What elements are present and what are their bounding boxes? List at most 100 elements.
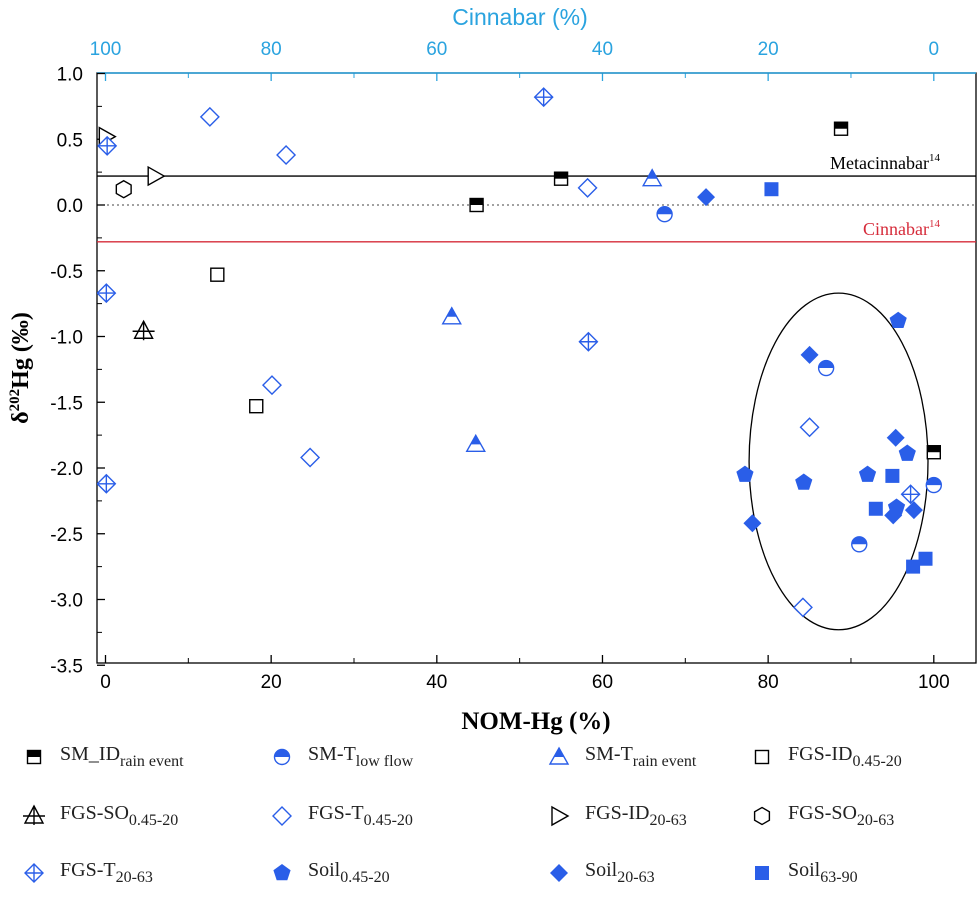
top-tick-label: 0 [929, 39, 940, 60]
y-axis: 1.0 0.5 0.0 -0.5 -1.0 -1.5 -2.0 -2.5 -3.0 -3.5 [50, 65, 105, 677]
y-axis-label: δ202Hg (‰) [7, 312, 34, 424]
legend-item: FGS-T20-63 [20, 856, 153, 890]
data-point [817, 359, 835, 377]
legend-marker [24, 863, 44, 883]
data-point [795, 473, 813, 490]
data-point [249, 398, 264, 414]
y-tick-label: -3.5 [50, 656, 83, 677]
y-tick-label: 0.0 [57, 196, 83, 217]
legend-marker [548, 746, 570, 765]
legend-marker-shape [273, 748, 291, 766]
legend-label-subscript: 20-63 [649, 812, 687, 829]
data-point [132, 319, 155, 341]
cluster-ellipse [748, 292, 929, 631]
data-point [697, 188, 716, 207]
legend-label-subscript: rain event [632, 753, 697, 770]
legend-marker [551, 805, 570, 827]
top-axis-label: Cinnabar (%) [452, 4, 588, 30]
legend-label-subscript: 20-63 [115, 869, 153, 886]
data-point [833, 121, 849, 136]
legend-item: FGS-SO20-63 [748, 799, 894, 833]
reference-line-label: Cinnabar14 [863, 218, 940, 239]
legend-marker-shape [24, 863, 44, 883]
top-tick-label: 60 [426, 39, 447, 60]
data-point [918, 551, 933, 566]
top-axis: 100 80 60 40 20 0 [90, 39, 939, 81]
legend-label: FGS-ID20-63 [585, 802, 687, 829]
legend-label: FGS-T0.45-20 [308, 802, 413, 829]
data-point [578, 331, 599, 352]
legend-label: FGS-SO0.45-20 [60, 802, 179, 829]
legend-marker-shape [272, 806, 292, 826]
data-point [276, 145, 297, 166]
data-point [656, 206, 673, 223]
legend-label: Soil63-90 [788, 859, 858, 886]
legend-marker [23, 804, 45, 825]
legend-label-subscript: 0.45-20 [340, 869, 390, 886]
legend-item: Soil63-90 [748, 856, 858, 890]
data-point [884, 506, 903, 525]
x-axis: 0 20 40 60 80 100 [100, 655, 950, 693]
x-tick-label: 0 [100, 672, 111, 693]
data-point [885, 468, 900, 483]
y-tick-label: 1.0 [57, 65, 83, 86]
legend-item: FGS-ID20-63 [545, 799, 687, 833]
legend-label-subscript: 20-63 [617, 869, 655, 886]
x-axis-label: NOM-Hg (%) [461, 708, 610, 735]
legend-item: Soil20-63 [545, 856, 655, 890]
data-point [889, 311, 907, 329]
data-point [851, 536, 868, 553]
data-point [553, 171, 569, 186]
legend-marker-shape [753, 806, 771, 826]
top-tick-label: 20 [758, 39, 779, 60]
legend-marker-shape [273, 864, 291, 881]
data-point [441, 306, 462, 325]
data-point [799, 417, 820, 438]
data-point [906, 559, 921, 574]
cluster-ellipse-group [748, 292, 929, 631]
legend-item: Soil0.45-20 [268, 856, 390, 890]
data-point [97, 473, 117, 494]
data-points [97, 87, 942, 618]
legend-label-subscript: 63-90 [820, 869, 858, 886]
data-point [97, 135, 118, 156]
legend-label-subscript: rain event [120, 753, 184, 770]
data-point [210, 267, 225, 282]
legend-item: SM-Tlow flow [268, 740, 413, 774]
data-point [800, 345, 819, 364]
data-point [261, 375, 282, 396]
y-tick-label: -0.5 [50, 262, 83, 283]
legend-item: SM-Train event [545, 740, 696, 774]
legend-label: SM-Train event [585, 743, 697, 770]
legend-marker-shape [548, 746, 570, 765]
legend-item: FGS-T0.45-20 [268, 799, 413, 833]
top-tick-label: 40 [592, 39, 613, 60]
legend-label: Soil0.45-20 [308, 859, 390, 886]
legend-label: FGS-T20-63 [60, 859, 153, 886]
data-point [97, 283, 117, 304]
legend-label: SM_IDrain event [60, 743, 184, 770]
legend-marker [273, 748, 291, 766]
data-point [147, 165, 166, 187]
y-tick-label: -1.5 [50, 393, 83, 414]
data-point [577, 177, 598, 198]
data-point [858, 465, 877, 482]
legend-label-subscript: 0.45-20 [852, 753, 902, 770]
data-point [926, 445, 941, 460]
legend-item: SM_IDrain event [20, 740, 184, 774]
legend-label: FGS-ID0.45-20 [788, 743, 902, 770]
y-tick-label: -2.5 [50, 525, 83, 546]
reference-lines: Metacinnabar14 Cinnabar14 [97, 152, 976, 243]
legend-item: FGS-ID0.45-20 [748, 740, 902, 774]
top-tick-label: 100 [90, 39, 122, 60]
data-point [900, 484, 921, 505]
legend-label: Soil20-63 [585, 859, 655, 886]
data-point [868, 501, 883, 516]
x-tick-label: 60 [592, 672, 613, 693]
legend-label-subscript: 20-63 [856, 812, 895, 829]
data-point [764, 182, 779, 197]
legend-label-subscript: 0.45-20 [363, 812, 413, 829]
data-point [904, 501, 923, 520]
legend-marker-shape [551, 805, 570, 827]
data-point [641, 168, 663, 187]
